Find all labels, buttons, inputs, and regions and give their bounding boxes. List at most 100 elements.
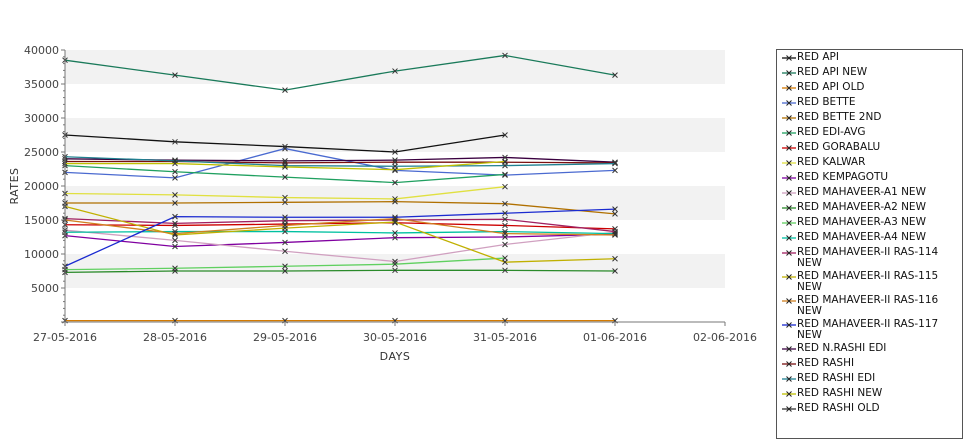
legend-marker <box>782 391 796 397</box>
legend-item: RED MAHAVEER-II RAS-114 NEW <box>777 245 962 269</box>
data-point <box>282 268 288 274</box>
data-point <box>172 138 178 145</box>
legend-marker <box>782 115 796 121</box>
data-point <box>392 196 398 202</box>
legend-marker <box>782 346 796 352</box>
data-point <box>282 145 288 152</box>
legend-marker <box>782 145 796 151</box>
data-point <box>502 132 508 138</box>
y-tick-label: 15000 <box>24 214 59 227</box>
legend-label: RED GORABALU <box>797 141 881 153</box>
legend-label: RED N.RASHI EDI <box>797 342 887 354</box>
legend-label: RED MAHAVEER-II RAS-114 NEW <box>797 246 939 269</box>
data-point <box>502 52 508 59</box>
data-point <box>282 87 288 93</box>
series-16 <box>62 206 618 270</box>
data-point <box>172 237 178 244</box>
data-point <box>612 211 618 217</box>
legend-item: RED KALWAR <box>777 155 962 170</box>
legend-marker <box>782 250 796 256</box>
legend-marker <box>782 160 796 166</box>
series-7 <box>62 183 508 202</box>
legend-label: RED MAHAVEER-A1 NEW <box>797 186 926 198</box>
x-tick-label: 30-05-2016 <box>363 331 427 344</box>
axes: 5000 10000 15000 20000 25000 30000 35000 40000 2… <box>24 44 757 344</box>
x-tick-label: 31-05-2016 <box>473 331 537 344</box>
x-tick-label: 27-05-2016 <box>33 331 97 344</box>
data-point <box>502 255 508 261</box>
series-line <box>64 217 616 236</box>
data-point <box>392 166 398 173</box>
data-point <box>282 248 288 255</box>
y-tick-label: 5000 <box>31 282 59 295</box>
y-tick-label: 35000 <box>24 78 59 91</box>
data-point <box>172 265 178 272</box>
legend-label: RED MAHAVEER-II RAS-115 NEW <box>797 270 939 293</box>
y-tick-label: 10000 <box>24 248 59 261</box>
data-point <box>172 72 178 79</box>
legend-label: RED BETTE 2ND <box>797 111 882 123</box>
data-point <box>172 213 178 220</box>
legend-label: RED RASHI NEW <box>797 387 883 399</box>
data-point <box>282 222 288 229</box>
legend-label: RED API <box>797 51 839 63</box>
data-point <box>282 239 288 246</box>
data-point <box>392 179 398 186</box>
legend-item: RED RASHI NEW <box>777 386 962 401</box>
legend-marker <box>782 175 796 181</box>
legend-label: RED RASHI <box>797 357 855 369</box>
series-line <box>64 54 616 91</box>
legend-item: RED MAHAVEER-A1 NEW <box>777 185 962 200</box>
legend-label: RED RASHI OLD <box>797 402 880 414</box>
legend-item: RED MAHAVEER-A3 NEW <box>777 215 962 230</box>
legend-label: RED KEMPAGOTU <box>797 171 889 183</box>
series-1 <box>62 52 618 93</box>
legend-marker <box>782 220 796 226</box>
x-tick-label: 28-05-2016 <box>143 331 207 344</box>
grid-band <box>65 50 725 84</box>
legend-marker <box>782 322 796 328</box>
x-tick-label: 02-06-2016 <box>693 331 757 344</box>
legend-item: RED N.RASHI EDI <box>777 341 962 356</box>
series-layer <box>62 52 618 324</box>
data-point <box>172 230 178 237</box>
data-point <box>282 143 288 150</box>
data-point <box>392 214 398 221</box>
legend-marker <box>782 361 796 367</box>
legend: RED API RED API NEW RED API OLD RED BETTE RE… <box>776 49 963 439</box>
legend-label: RED MAHAVEER-II RAS-116 NEW <box>797 294 939 317</box>
data-point <box>502 200 508 207</box>
data-point <box>612 255 618 262</box>
legend-item: RED MAHAVEER-II RAS-117 NEW <box>777 317 962 341</box>
legend-label: RED MAHAVEER-A2 NEW <box>797 201 926 213</box>
legend-item: RED API NEW <box>777 65 962 80</box>
legend-marker <box>782 376 796 382</box>
data-point <box>502 154 508 161</box>
legend-marker <box>782 406 796 412</box>
data-point <box>502 230 508 237</box>
series-line <box>64 217 616 233</box>
data-point <box>282 214 288 221</box>
y-tick-label: 40000 <box>24 44 59 57</box>
legend-label: RED BETTE <box>797 96 856 108</box>
data-point <box>612 167 618 174</box>
series-line <box>64 269 616 274</box>
legend-item: RED RASHI EDI <box>777 371 962 386</box>
y-tick-label: 25000 <box>24 146 59 159</box>
legend-item: RED MAHAVEER-II RAS-115 NEW <box>777 269 962 293</box>
data-point <box>612 232 618 238</box>
y-axis-title: RATES <box>8 167 21 204</box>
y-tick-label: 30000 <box>24 112 59 125</box>
x-axis-title: DAYS <box>380 350 411 363</box>
legend-item: RED BETTE 2ND <box>777 110 962 125</box>
data-point <box>612 206 618 212</box>
data-point <box>502 171 508 178</box>
series-line <box>64 156 616 167</box>
legend-marker <box>782 70 796 76</box>
legend-label: RED EDI-AVG <box>797 126 866 138</box>
legend-label: RED MAHAVEER-II RAS-117 NEW <box>797 318 939 341</box>
legend-marker <box>782 55 796 61</box>
legend-item: RED API OLD <box>777 80 962 95</box>
series-20 <box>62 158 508 173</box>
data-point <box>282 164 288 170</box>
